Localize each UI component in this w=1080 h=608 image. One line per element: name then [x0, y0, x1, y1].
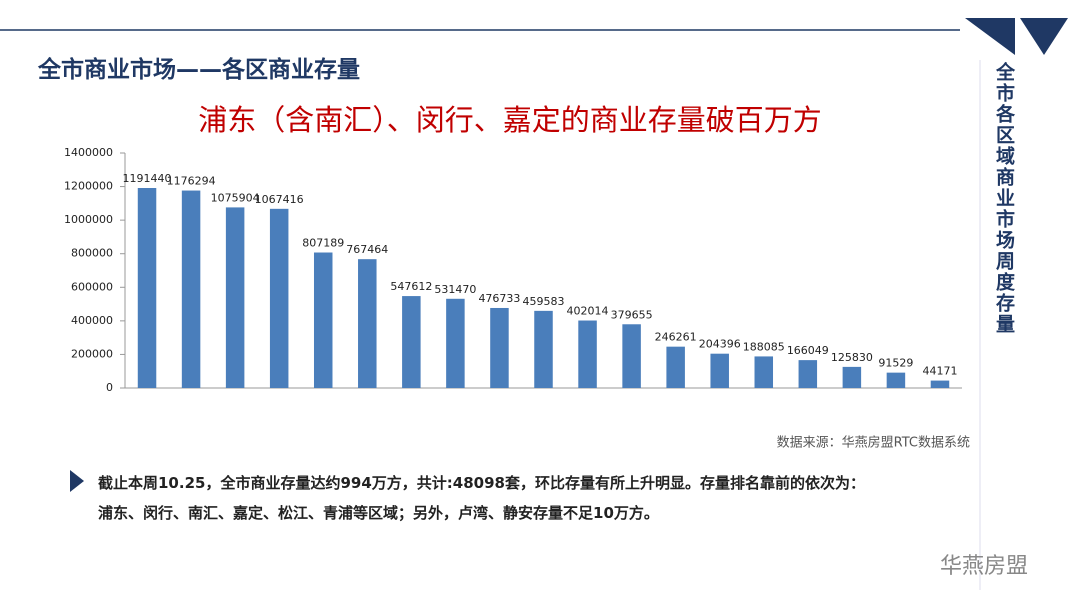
- bullet-line: 浦东、闵行、南汇、嘉定、松江、青浦等区域；另外，卢湾、静安存量不足10万方。: [98, 504, 659, 522]
- y-tick-label: 1200000: [64, 180, 113, 193]
- bar: [754, 356, 774, 388]
- bar: [446, 298, 465, 388]
- brand: 华燕房盟: [940, 554, 1029, 579]
- data-label: 1176294: [167, 175, 216, 188]
- data-label: 1191440: [123, 172, 172, 185]
- data-label: 1067416: [255, 193, 304, 206]
- bar: [622, 324, 641, 388]
- data-label: 204396: [699, 338, 741, 351]
- source: 数据来源：华燕房盟RTC数据系统: [777, 435, 970, 451]
- data-label: 379655: [611, 308, 653, 321]
- corner-shape: [1020, 18, 1068, 55]
- data-label: 547612: [390, 280, 432, 293]
- bullet-line: 截止本周10.25，全市商业存量达约994万方，共计:48098套，环比存量有所…: [98, 474, 865, 492]
- data-label: 246261: [655, 331, 697, 344]
- data-label: 1075904: [211, 191, 260, 204]
- data-label: 807189: [302, 237, 344, 250]
- bar: [402, 296, 421, 388]
- bar: [269, 208, 289, 388]
- y-tick-label: 400000: [71, 314, 113, 327]
- slide-title: 全市商业市场——各区商业存量: [38, 57, 360, 83]
- bar: [534, 310, 553, 388]
- y-tick-label: 0: [106, 381, 113, 394]
- bar: [578, 320, 597, 388]
- side-title: 全市各区域商业市场周度存量: [993, 62, 1015, 335]
- y-tick-label: 1400000: [64, 146, 113, 159]
- bar: [842, 366, 862, 388]
- bar: [710, 353, 729, 388]
- data-label: 531470: [434, 283, 476, 296]
- bar: [930, 380, 950, 388]
- corner-shape: [965, 18, 1015, 55]
- data-label: 166049: [787, 344, 829, 357]
- data-label: 476733: [478, 292, 520, 305]
- data-label: 125830: [831, 351, 873, 364]
- y-tick-label: 1000000: [64, 213, 113, 226]
- data-label: 91529: [878, 357, 913, 370]
- data-label: 188085: [743, 340, 785, 353]
- data-label: 767464: [346, 243, 388, 256]
- bar: [358, 259, 377, 388]
- bar: [490, 307, 509, 388]
- bar: [313, 252, 333, 388]
- data-label: 44171: [922, 365, 957, 378]
- bullet-text: 截止本周10.25，全市商业存量达约994万方，共计:48098套，环比存量有所…: [98, 468, 865, 528]
- data-label: 402014: [567, 305, 609, 318]
- bar: [181, 190, 201, 388]
- y-tick-label: 200000: [71, 347, 113, 360]
- data-label: 459583: [523, 295, 565, 308]
- chart-title: 浦东（含南汇）、闵行、嘉定的商业存量破百万方: [198, 103, 822, 137]
- bar: [666, 346, 685, 388]
- bar: [886, 372, 906, 388]
- y-tick-label: 800000: [71, 247, 113, 260]
- bar: [798, 360, 818, 388]
- y-tick-label: 600000: [71, 280, 113, 293]
- bullet-icon: [70, 470, 84, 492]
- bar: [225, 207, 245, 388]
- bar: [137, 188, 157, 388]
